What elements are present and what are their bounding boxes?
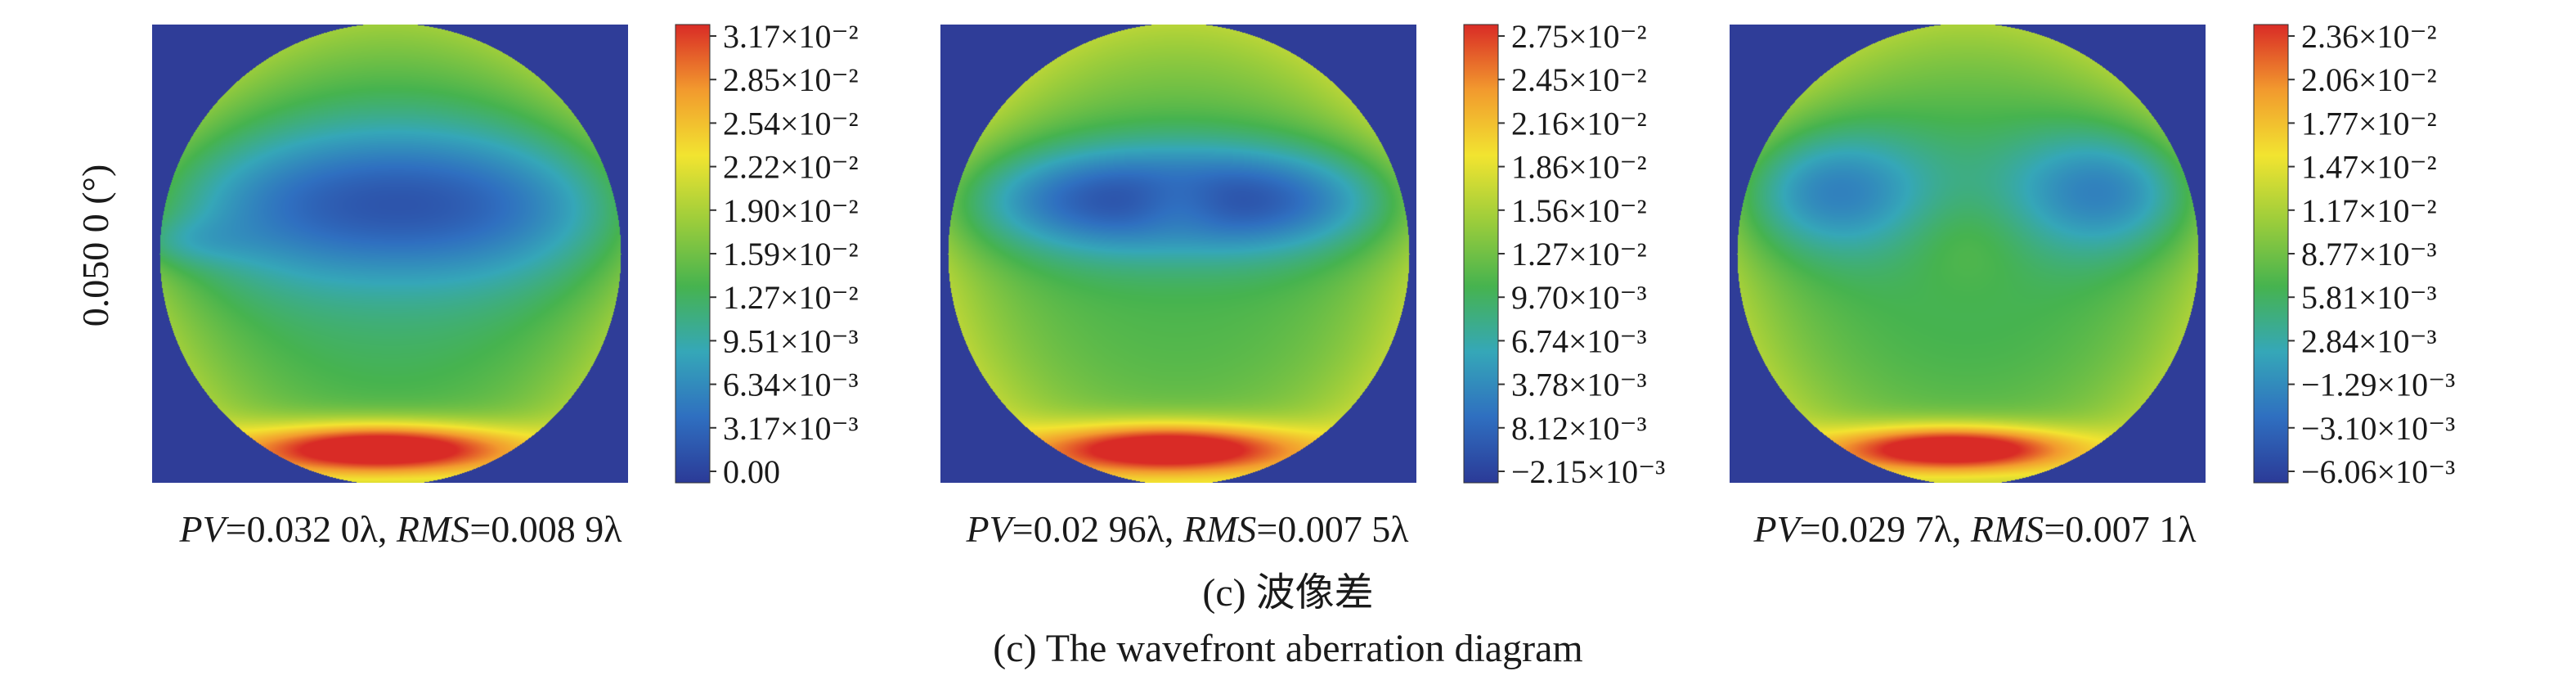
colorbar-3-tick-label: 1.47×10⁻²	[2301, 149, 2437, 186]
wavefront-map-1	[152, 25, 628, 483]
colorbar-3-tick-label: 1.77×10⁻²	[2301, 105, 2437, 142]
colorbar-1-tick-label: 2.54×10⁻²	[723, 105, 859, 142]
colorbar-3-tick-label: −1.29×10⁻³	[2301, 367, 2455, 403]
colorbar-2-tick-label: 8.12×10⁻³	[1511, 410, 1647, 447]
colorbar-3-tick-label: 5.81×10⁻³	[2301, 279, 2437, 316]
stats-label-2: PV=0.02 96λ, RMS=0.007 5λ	[965, 508, 1409, 550]
pv-key-2: PV	[965, 508, 1016, 550]
pv-value-2: =0.02 96λ,	[1012, 508, 1183, 550]
colorbar-2	[1463, 24, 1499, 484]
stats-label-1: PV=0.032 0λ, RMS=0.008 9λ	[178, 508, 622, 550]
wavefront-map-3	[1730, 25, 2206, 483]
colorbar-3-tick-label: 2.84×10⁻³	[2301, 322, 2437, 359]
colorbar-3-tick-label: 2.06×10⁻²	[2301, 61, 2437, 98]
caption-english: (c) The wavefront aberration diagram	[993, 627, 1582, 670]
colorbar-1-tick-label: 0.00	[723, 453, 780, 490]
colorbar-2-tick-label: 1.27×10⁻²	[1511, 236, 1647, 272]
colorbar-1-ticks: 3.17×10⁻² 2.85×10⁻² 2.54×10⁻² 2.22×10⁻² 1.90…	[710, 18, 859, 490]
colorbar-3-tick-label: 2.36×10⁻²	[2301, 18, 2437, 55]
colorbar-2-tick-label: 2.45×10⁻²	[1511, 61, 1647, 98]
panel-2: 2.75×10⁻² 2.45×10⁻² 2.16×10⁻² 1.86×10⁻² 1.56…	[940, 18, 1665, 550]
rms-value-3: =0.007 1λ	[2044, 508, 2197, 550]
pv-value-1: =0.032 0λ,	[226, 508, 397, 550]
colorbar-1-tick-label: 3.17×10⁻²	[723, 18, 859, 55]
colorbar-1-tick-label: 9.51×10⁻³	[723, 322, 859, 359]
colorbar-1	[675, 24, 711, 484]
colorbar-2-tick-label: 2.75×10⁻²	[1511, 18, 1647, 55]
colorbar-2-tick-label: −2.15×10⁻³	[1511, 453, 1665, 490]
colorbar-2-tick-label: 1.56×10⁻²	[1511, 192, 1647, 229]
colorbar-2-tick-label: 3.78×10⁻³	[1511, 367, 1647, 403]
rms-value-1: =0.008 9λ	[469, 508, 622, 550]
colorbar-3-tick-label: 8.77×10⁻³	[2301, 236, 2437, 272]
row-label: 0.050 0 (°)	[74, 164, 116, 327]
rms-value-2: =0.007 5λ	[1256, 508, 1409, 550]
colorbar-2-tick-label: 1.86×10⁻²	[1511, 149, 1647, 186]
colorbar-1-tick-label: 1.27×10⁻²	[723, 279, 859, 316]
caption-chinese: (c) 波像差	[1202, 571, 1373, 615]
colorbar-3-tick-label: −6.06×10⁻³	[2301, 453, 2455, 490]
pv-key-3: PV	[1752, 508, 1803, 550]
colorbar-3-ticks: 2.36×10⁻² 2.06×10⁻² 1.77×10⁻² 1.47×10⁻² 1.17…	[2288, 18, 2455, 490]
colorbar-3-tick-label: 1.17×10⁻²	[2301, 192, 2437, 229]
colorbar-1-tick-label: 1.90×10⁻²	[723, 192, 859, 229]
colorbar-2-tick-label: 6.74×10⁻³	[1511, 322, 1647, 359]
colorbar-2-tick-label: 2.16×10⁻²	[1511, 105, 1647, 142]
rms-key-2: RMS	[1183, 508, 1256, 550]
pv-key-1: PV	[178, 508, 229, 550]
pv-value-3: =0.029 7λ,	[1800, 508, 1971, 550]
rms-key-3: RMS	[1970, 508, 2044, 550]
wavefront-map-2	[940, 25, 1416, 483]
colorbar-1-tick-label: 1.59×10⁻²	[723, 236, 859, 272]
colorbar-3-tick-label: −3.10×10⁻³	[2301, 410, 2455, 447]
colorbar-1-tick-label: 2.85×10⁻²	[723, 61, 859, 98]
colorbar-2-tick-label: 9.70×10⁻³	[1511, 279, 1647, 316]
colorbar-1-tick-label: 6.34×10⁻³	[723, 367, 859, 403]
panel-3: 2.36×10⁻² 2.06×10⁻² 1.77×10⁻² 1.47×10⁻² 1.17…	[1730, 18, 2455, 550]
colorbar-3	[2253, 24, 2289, 484]
panel-1: 3.17×10⁻² 2.85×10⁻² 2.54×10⁻² 2.22×10⁻² 1.90…	[152, 18, 859, 550]
stats-label-3: PV=0.029 7λ, RMS=0.007 1λ	[1752, 508, 2197, 550]
colorbar-1-tick-label: 3.17×10⁻³	[723, 410, 859, 447]
rms-key-1: RMS	[396, 508, 469, 550]
colorbar-1-tick-label: 2.22×10⁻²	[723, 149, 859, 186]
colorbar-2-ticks: 2.75×10⁻² 2.45×10⁻² 2.16×10⁻² 1.86×10⁻² 1.56…	[1498, 18, 1665, 490]
